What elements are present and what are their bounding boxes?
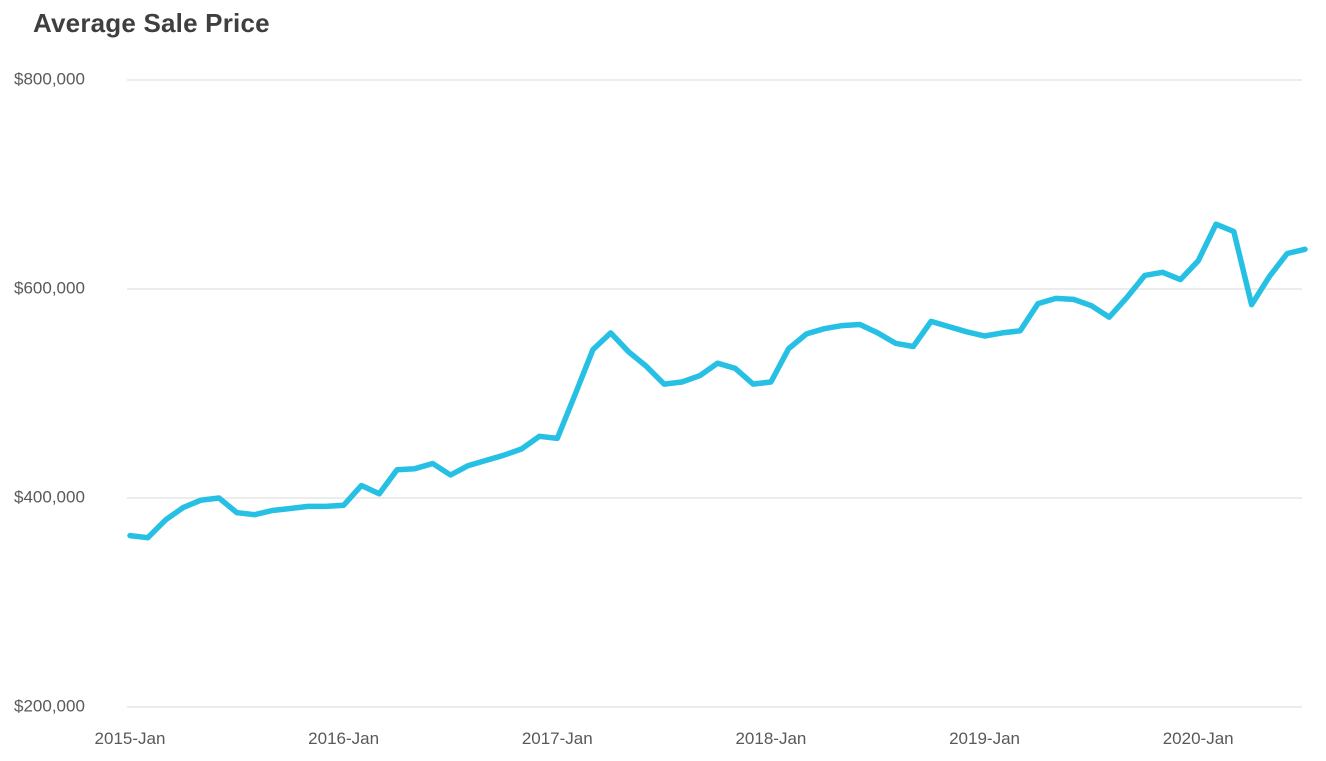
x-axis-tick-label: 2017-Jan — [521, 729, 593, 748]
y-axis-tick-label: $200,000 — [14, 696, 85, 716]
x-axis-tick-label: 2015-Jan — [94, 729, 166, 748]
y-axis-tick-label: $600,000 — [14, 278, 85, 298]
x-axis-tick-label: 2020-Jan — [1162, 729, 1234, 748]
x-axis-tick-label: 2016-Jan — [308, 729, 380, 748]
y-axis-tick-label: $800,000 — [14, 69, 85, 89]
x-axis-tick-label: 2019-Jan — [949, 729, 1020, 748]
x-axis-tick-label: 2018-Jan — [735, 729, 807, 748]
y-axis-tick-label: $400,000 — [14, 487, 85, 507]
average-sale-price-line-series — [127, 221, 1308, 541]
chart-title: Average Sale Price — [33, 8, 270, 38]
